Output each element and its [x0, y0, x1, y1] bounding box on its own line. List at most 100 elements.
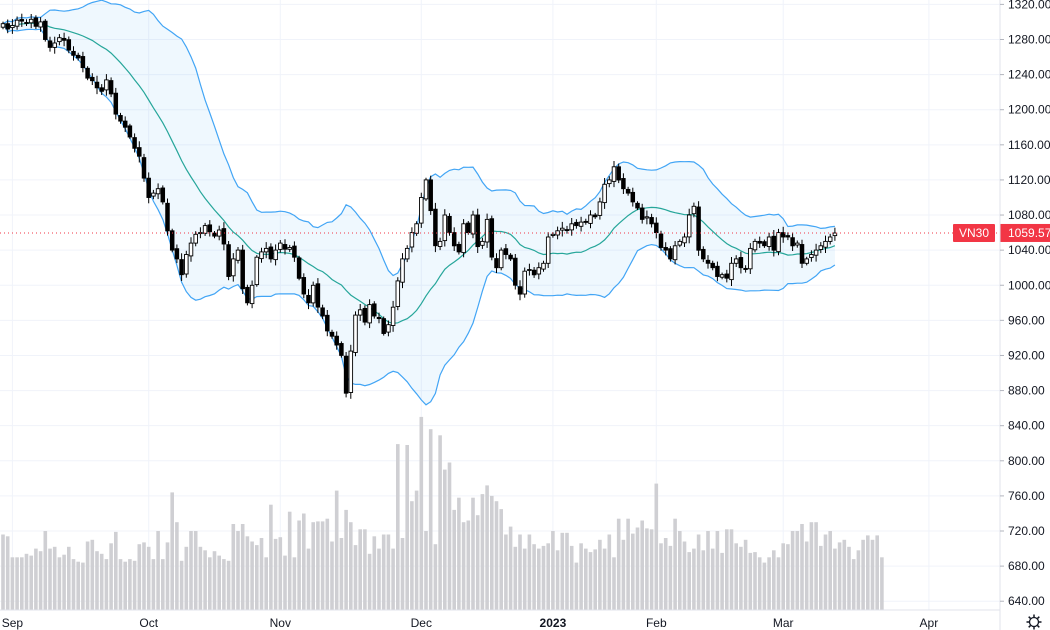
candle [818, 242, 824, 254]
volume-bar [400, 538, 405, 610]
candle [475, 208, 480, 253]
candle-body-down [325, 314, 330, 332]
volume-bar [151, 559, 156, 610]
candle [278, 240, 283, 253]
candle-body-down [169, 230, 175, 251]
candle-body-up [104, 79, 109, 91]
candle-body-up [832, 232, 838, 237]
candle [494, 253, 499, 273]
candle [574, 219, 579, 229]
volume-bar [748, 552, 753, 610]
y-tick-label: 1160.00 [1008, 138, 1050, 152]
volume-bar [504, 534, 508, 610]
candle-body-up [263, 247, 269, 253]
y-tick-label: 680.00 [1008, 559, 1045, 573]
volume-bar [320, 521, 325, 610]
volume-bar [99, 553, 104, 610]
candle-body-up [677, 240, 683, 246]
candle-body-up [522, 270, 527, 295]
candle [644, 210, 650, 225]
candle [766, 232, 772, 251]
candle [832, 227, 838, 241]
volume-bar [226, 560, 231, 610]
volume-bar [588, 552, 593, 610]
volume-bar [428, 429, 433, 610]
candle-body-up [202, 225, 208, 234]
volume-bar [640, 520, 644, 610]
candle [795, 240, 800, 248]
candle [658, 230, 664, 251]
candle-body-down [433, 208, 438, 247]
candle [10, 19, 15, 34]
x-axis[interactable]: Sep Oct Nov Dec 2023 Feb Mar Apr [0, 609, 1000, 630]
candle [823, 235, 828, 253]
volume-bar [485, 485, 489, 610]
candle-body-down [141, 157, 147, 179]
volume-bar [861, 539, 865, 610]
candle [569, 218, 574, 236]
candle-body-down [654, 222, 659, 234]
volume-bar [508, 526, 513, 610]
candle-body-up [560, 227, 565, 231]
candle [127, 123, 133, 139]
volume-bar [753, 552, 757, 610]
y-tick-label: 1040.00 [1008, 243, 1050, 257]
candle-body-down [630, 191, 636, 203]
candle [85, 66, 90, 81]
candle-body-down [616, 166, 621, 181]
candle-body-down [668, 248, 673, 260]
volume-bar [57, 557, 62, 610]
candle-body-down [574, 221, 579, 227]
volume-bar [809, 522, 814, 610]
volume-bar [847, 546, 851, 610]
volume-bar [62, 554, 66, 610]
candle-body-up [766, 236, 772, 247]
y-axis[interactable]: 640.00 680.00 720.00 760.00 800.00 840.00 880.… [999, 0, 1050, 630]
volume-bar [649, 529, 654, 610]
volume-bar [466, 520, 471, 610]
volume-bar [823, 534, 828, 610]
candle [696, 201, 701, 256]
candle [677, 239, 683, 248]
settings-gear-icon[interactable] [1026, 614, 1042, 630]
candle [691, 202, 697, 218]
candle [207, 220, 213, 237]
candle [456, 241, 462, 255]
candlestick-series [0, 13, 838, 399]
volume-bar [584, 548, 588, 610]
candle-body-up [682, 236, 687, 244]
candle-body-down [696, 206, 701, 251]
candle [296, 255, 302, 281]
candle [710, 260, 715, 271]
candle [799, 239, 805, 268]
candle-body-down [174, 248, 180, 260]
volume-bar [856, 550, 861, 610]
candle [325, 310, 330, 337]
candle-body-down [635, 202, 640, 209]
y-tick-label: 880.00 [1008, 384, 1045, 398]
volume-bar [790, 531, 795, 610]
candle [80, 51, 86, 73]
x-tick-label: 2023 [540, 616, 567, 630]
volume-bar [828, 531, 832, 610]
candle-body-down [517, 286, 523, 295]
candle-body-down [724, 273, 730, 279]
candle [522, 267, 527, 298]
candle-body-down [137, 147, 142, 157]
candle-body-down [71, 50, 76, 56]
candle [527, 263, 532, 276]
candle-body-down [47, 40, 53, 48]
volume-bar [306, 548, 311, 610]
volume-bar [579, 543, 583, 610]
candle [719, 272, 725, 280]
volume-bar [475, 515, 480, 610]
volume-bar [367, 553, 372, 610]
volume-bar [837, 542, 842, 610]
volume-bar [405, 445, 409, 610]
candle [616, 163, 621, 184]
last-price-label: 1059.57 [1008, 226, 1050, 240]
candle-body-down [625, 188, 631, 194]
candle [639, 203, 645, 224]
volume-bar [128, 559, 132, 610]
